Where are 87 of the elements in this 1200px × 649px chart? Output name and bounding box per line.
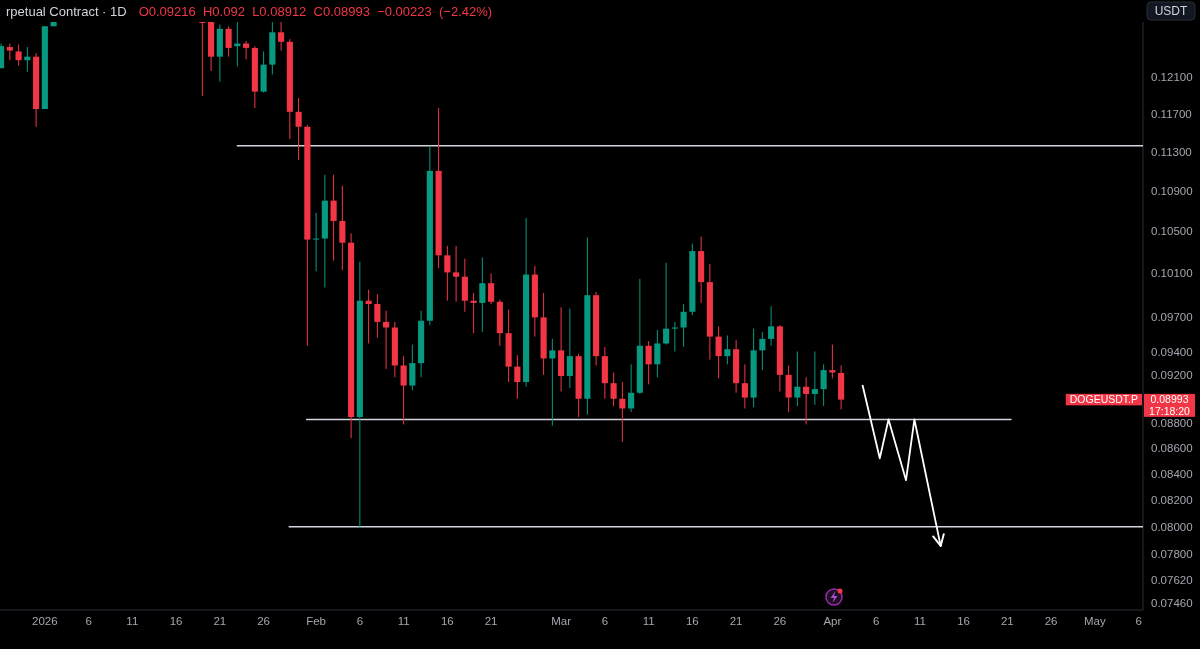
- x-tick-label: 11: [642, 615, 655, 627]
- candlestick: [619, 381, 626, 443]
- candlestick: [803, 376, 810, 425]
- x-tick-label: 2026: [32, 615, 58, 627]
- x-tick-label: 6: [1135, 615, 1142, 627]
- x-tick-label: 21: [729, 615, 743, 627]
- candlestick: [488, 272, 495, 305]
- x-tick-label: 16: [685, 615, 699, 627]
- candlestick: [566, 307, 573, 389]
- chart-subtitle: O0.09216 H0.092 L0.08912 C0.08993 −0.00223 (−2.42%): [138, 4, 493, 19]
- y-tick-label: 0.08000: [1151, 520, 1193, 533]
- y-tick-label: 0.07620: [1151, 573, 1193, 586]
- y-tick-label: 0.08200: [1151, 493, 1193, 506]
- candlestick: [610, 372, 617, 407]
- candlestick: [680, 303, 687, 348]
- x-tick-label: 16: [440, 615, 454, 627]
- candlestick: [339, 185, 346, 271]
- y-tick-label: 0.08600: [1151, 442, 1193, 455]
- y-tick-label: 0.10100: [1151, 267, 1193, 280]
- candlestick: [663, 262, 670, 346]
- candlestick: [374, 293, 381, 339]
- x-tick-label: Mar: [551, 615, 572, 627]
- y-tick-label: 0.11300: [1151, 145, 1192, 158]
- text: 0.08993: [1150, 393, 1189, 406]
- candlestick: [785, 364, 792, 413]
- y-tick-label: 0.09400: [1151, 345, 1193, 358]
- candlestick: [549, 338, 556, 427]
- candlestick: [829, 344, 836, 379]
- candlestick: [409, 344, 416, 391]
- candlestick: [199, 22, 206, 97]
- y-axis-title: USDT: [1154, 4, 1188, 18]
- x-tick-label: Apr: [823, 615, 842, 627]
- candlestick: [400, 355, 407, 425]
- candlestick: [479, 256, 486, 333]
- y-tick-label: 0.08400: [1151, 467, 1193, 480]
- candlestick: [514, 354, 521, 400]
- candlestick: [768, 305, 775, 347]
- chart-title: rpetual Contract · 1D: [6, 4, 127, 19]
- x-tick-label: 6: [872, 615, 880, 627]
- x-tick-label: 21: [1000, 615, 1014, 627]
- candlestick: [0, 43, 5, 69]
- x-tick-label: 26: [1044, 615, 1058, 627]
- x-tick-label: 11: [397, 615, 410, 627]
- x-tick-label: 26: [257, 615, 270, 627]
- y-tick-label: 0.07460: [1151, 596, 1193, 609]
- x-tick-label: 26: [773, 615, 787, 627]
- x-tick-label: 16: [957, 615, 971, 627]
- candlestick: [365, 289, 372, 344]
- annotation: DOGEUSDT.P: [1069, 393, 1138, 406]
- x-tick-label: 11: [126, 615, 139, 627]
- y-tick-label: 0.10500: [1151, 225, 1193, 238]
- candlestick: [330, 174, 337, 262]
- x-tick-label: 6: [601, 615, 609, 627]
- candlestick: [811, 351, 818, 406]
- candlestick: [383, 310, 390, 370]
- y-tick-label: 0.08800: [1151, 417, 1193, 430]
- candlestick: [15, 43, 22, 67]
- candlestick: [715, 325, 722, 379]
- candlestick: [444, 245, 451, 302]
- candlestick: [759, 331, 766, 371]
- y-tick-label: 0.10900: [1151, 184, 1193, 197]
- x-tick-label: 6: [356, 615, 364, 627]
- x-tick-label: 11: [913, 615, 926, 627]
- candlestick: [724, 334, 731, 365]
- y-tick-label: 0.11700: [1151, 107, 1192, 120]
- text: 17:18:20: [1149, 404, 1191, 417]
- y-tick-label: 0.09700: [1151, 311, 1193, 324]
- candlestick: [820, 363, 827, 407]
- candlestick: [453, 245, 460, 303]
- y-tick-label: 0.07800: [1151, 548, 1193, 561]
- x-tick-label: 16: [169, 615, 183, 627]
- candlestick: [654, 329, 661, 378]
- candlestick: [278, 22, 285, 52]
- candlestick: [628, 363, 635, 413]
- candlestick: [295, 97, 302, 161]
- y-tick-label: 0.09200: [1151, 368, 1193, 381]
- y-tick-label: 0.12100: [1151, 71, 1193, 84]
- candlestick: [225, 25, 232, 58]
- x-tick-label: 21: [213, 615, 227, 627]
- candlestick: [313, 212, 320, 272]
- candlestick: [645, 340, 652, 385]
- x-tick-label: May: [1084, 615, 1106, 627]
- x-tick-label: 21: [484, 615, 498, 627]
- x-tick-label: 6: [85, 615, 92, 627]
- candlestick: [794, 351, 801, 407]
- x-tick-label: Feb: [306, 615, 327, 627]
- candlestick: [741, 363, 748, 409]
